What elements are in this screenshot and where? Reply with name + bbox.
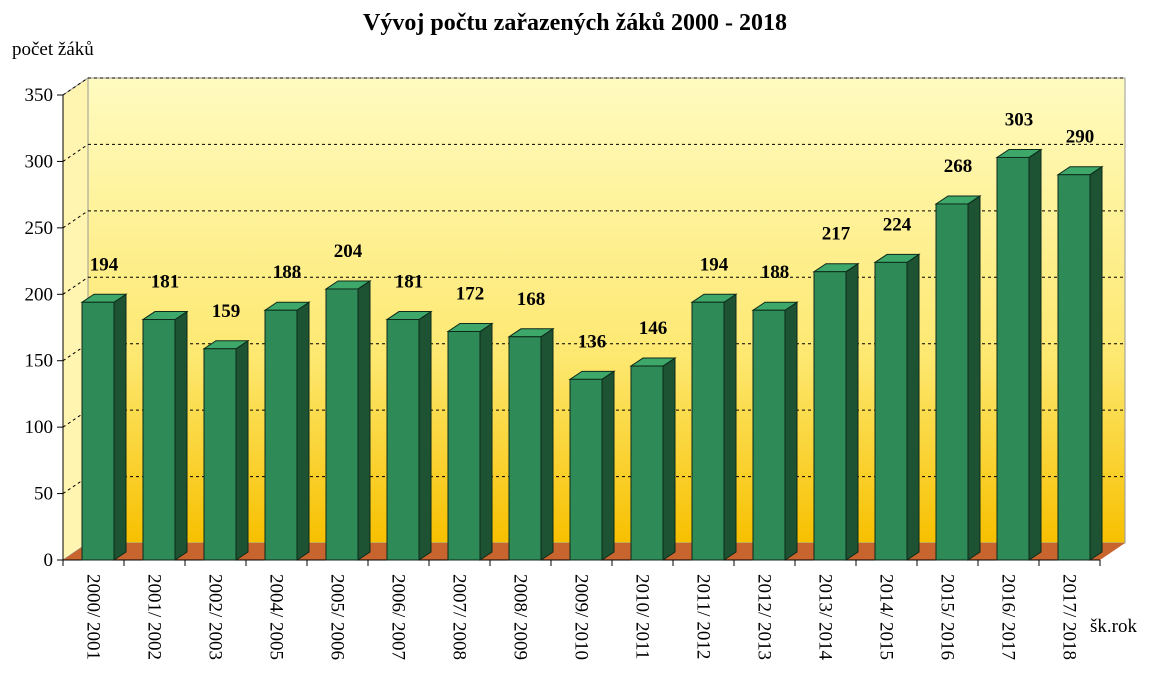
grid-line <box>62 77 89 96</box>
y-tick-label: 150 <box>25 351 54 372</box>
value-label: 290 <box>1066 127 1095 148</box>
bar <box>813 271 847 561</box>
bar-side <box>967 195 981 561</box>
bar-side <box>662 357 676 561</box>
bar-side <box>601 370 615 561</box>
bar <box>630 365 664 561</box>
x-tick-label: 2012/ 2013 <box>754 574 775 660</box>
bar-side <box>1028 148 1042 561</box>
x-tick-label: 2005/ 2006 <box>327 574 348 660</box>
bar <box>264 309 298 561</box>
x-axis-label: šk.rok <box>1090 616 1137 637</box>
chart-title: Vývoj počtu zařazených žáků 2000 - 2018 <box>363 10 787 36</box>
bar-side <box>845 262 859 561</box>
value-label: 136 <box>578 331 607 352</box>
value-label: 172 <box>456 283 485 304</box>
value-label: 224 <box>883 214 912 235</box>
value-label: 194 <box>90 254 119 275</box>
value-label: 268 <box>944 156 973 177</box>
bar <box>508 336 542 561</box>
value-label: 204 <box>334 241 363 262</box>
bar <box>569 378 603 561</box>
bar <box>752 309 786 561</box>
value-label: 159 <box>212 301 241 322</box>
bar <box>996 156 1030 561</box>
x-tick-label: 2008/ 2009 <box>510 574 531 660</box>
x-tick-label: 2001/ 2002 <box>144 574 165 660</box>
y-tick-label: 200 <box>25 284 54 305</box>
x-tick-label: 2000/ 2001 <box>83 574 104 660</box>
value-label: 217 <box>822 224 851 245</box>
bar <box>1057 174 1091 561</box>
value-label: 181 <box>151 272 180 293</box>
x-tick-label: 2004/ 2005 <box>266 574 287 660</box>
bar <box>874 261 908 561</box>
bar <box>203 348 237 561</box>
value-label: 188 <box>761 262 790 283</box>
x-tick-label: 2006/ 2007 <box>388 574 409 660</box>
bar <box>386 319 420 561</box>
x-tick-label: 2010/ 2011 <box>632 574 653 659</box>
value-label: 194 <box>700 254 729 275</box>
bar <box>142 319 176 561</box>
bar-side <box>784 301 798 561</box>
bar-side <box>540 327 554 561</box>
bar-side <box>906 253 920 561</box>
bar-side <box>174 310 188 561</box>
bar-side <box>296 301 310 561</box>
value-label: 168 <box>517 289 546 310</box>
grid-line <box>62 276 89 295</box>
bar <box>935 203 969 561</box>
y-tick-label: 350 <box>25 85 54 106</box>
bar-side <box>723 293 737 561</box>
value-label: 181 <box>395 272 424 293</box>
bar <box>81 301 115 561</box>
x-tick-label: 2011/ 2012 <box>693 574 714 659</box>
bar-side <box>479 322 493 561</box>
x-tick-label: 2009/ 2010 <box>571 574 592 660</box>
bar-side <box>1089 165 1103 561</box>
value-label: 303 <box>1005 109 1034 130</box>
value-label: 146 <box>639 318 668 339</box>
bar-side <box>418 310 432 561</box>
value-label: 188 <box>273 262 302 283</box>
bar-side <box>113 293 127 561</box>
y-tick-label: 0 <box>44 550 54 571</box>
x-tick-label: 2014/ 2015 <box>876 574 897 660</box>
x-tick-label: 2015/ 2016 <box>937 574 958 660</box>
bar <box>691 301 725 561</box>
grid-line <box>62 144 89 162</box>
y-tick-label: 100 <box>25 417 54 438</box>
x-tick-label: 2013/ 2014 <box>815 574 836 661</box>
x-tick-label: 2002/ 2003 <box>205 574 226 660</box>
x-tick-label: 2007/ 2008 <box>449 574 470 660</box>
grid-line <box>62 210 89 229</box>
bar <box>447 330 481 561</box>
y-tick-label: 300 <box>25 151 54 172</box>
bar-side <box>235 339 249 561</box>
bar <box>325 288 359 561</box>
y-axis-label: počet žáků <box>12 39 94 60</box>
y-tick-label: 250 <box>25 218 54 239</box>
y-tick-label: 50 <box>34 484 53 505</box>
bar-side <box>357 280 371 561</box>
x-tick-label: 2017/ 2018 <box>1059 574 1080 660</box>
x-tick-label: 2016/ 2017 <box>998 574 1019 660</box>
